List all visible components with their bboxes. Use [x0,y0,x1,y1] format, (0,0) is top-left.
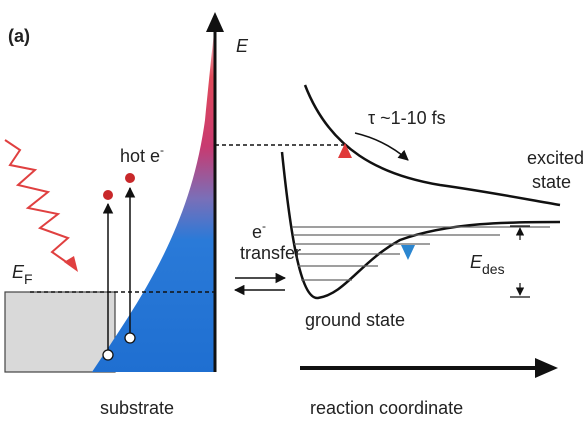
vibrational-levels [292,226,550,281]
panel-label: (a) [8,26,30,46]
hole [124,332,136,344]
coordinate-label: reaction coordinate [310,398,463,418]
lifetime-label: τ ~1-10 fs [368,108,446,128]
charge: - [160,143,164,157]
edes-label: Edes [470,252,505,277]
substrate-label: substrate [100,398,174,418]
photon-head [64,256,78,272]
hot-electron-dot [103,190,113,200]
symbol: E [470,252,483,272]
transfer-label: e- [252,219,266,242]
ground-label: ground state [305,310,405,330]
excited-label: state [532,172,571,192]
excited-curve [303,84,561,207]
molecule-panel [233,84,561,378]
energy-label: E [236,36,249,56]
density-of-states [92,25,215,372]
occupied-states [4,291,116,373]
substrate-panel [4,12,345,373]
charge: - [262,219,266,233]
subscript: des [482,261,505,277]
fermi-label: EF [12,262,33,287]
excitation-head [338,143,352,158]
hot-electron-dot [125,173,135,183]
ground-curve [280,151,561,300]
symbol: E [12,262,25,282]
axis-head [206,12,224,32]
hot-electron-label: hot e- [120,143,164,166]
deexcitation-head [401,245,415,260]
text: hot e [120,146,160,166]
hole [102,349,114,361]
lifetime-arrow [354,132,409,161]
transfer-label: transfer [240,243,301,263]
coordinate-head [535,358,558,378]
photon [4,139,73,267]
excited-label: excited [527,148,584,168]
subscript: F [24,271,33,287]
text: e [252,222,262,242]
